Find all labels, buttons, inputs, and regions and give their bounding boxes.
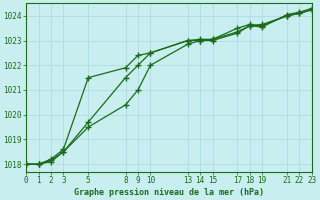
X-axis label: Graphe pression niveau de la mer (hPa): Graphe pression niveau de la mer (hPa): [74, 188, 264, 197]
